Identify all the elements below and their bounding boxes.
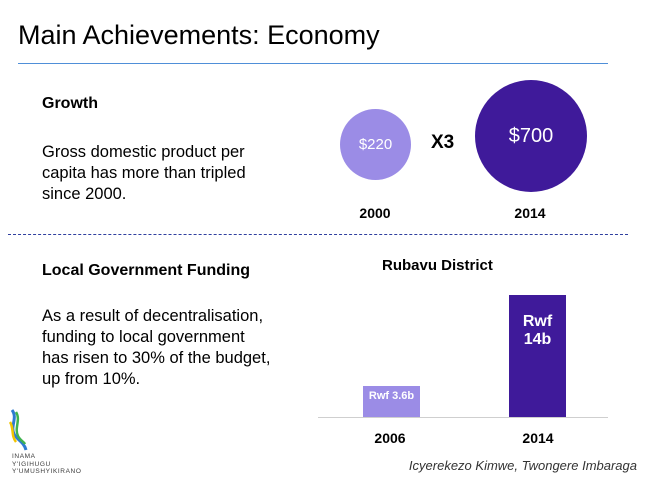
footer-tagline: Icyerekezo Kimwe, Twongere Imbaraga	[408, 458, 637, 473]
logo-text: INAMA Y'IGIHUGU Y'UMUSHYIKIRANO	[12, 453, 81, 476]
logo-line: Y'IGIHUGU	[12, 460, 51, 468]
chart-title: Rubavu District	[382, 257, 493, 274]
bar-2006: Rwf 3.6b	[363, 385, 420, 417]
funding-description: As a result of decentralisation, funding…	[42, 306, 270, 390]
gdp-2000-circle: $220	[340, 109, 411, 180]
funding-heading: Local Government Funding	[42, 262, 251, 279]
growth-line: capita has more than tripled	[42, 164, 246, 182]
growth-heading: Growth	[42, 95, 98, 112]
multiplier-label: X3	[431, 132, 455, 153]
bar-label-2014: Rwf 14b	[522, 313, 553, 348]
x-tick-2006: 2006	[374, 430, 406, 446]
title-underline	[18, 63, 608, 64]
year-2014-label: 2014	[514, 205, 546, 221]
funding-line: up from 10%.	[42, 370, 141, 388]
funding-line: has risen to 30% of the budget,	[42, 349, 271, 367]
logo-line: INAMA	[12, 453, 36, 460]
logo-swirl-icon	[8, 409, 28, 451]
growth-line: Gross domestic product per	[42, 143, 245, 161]
gdp-2000-value: $220	[358, 136, 393, 153]
x-tick-2014: 2014	[522, 430, 554, 446]
year-2000-label: 2000	[359, 205, 391, 221]
logo-mark	[8, 408, 30, 452]
bar-2014: Rwf 14b	[509, 295, 566, 417]
section-divider	[8, 234, 628, 235]
growth-description: Gross domestic product per capita has mo…	[42, 142, 246, 205]
funding-line: funding to local government	[42, 328, 245, 346]
gdp-2014-value: $700	[508, 125, 554, 147]
chart-baseline	[318, 417, 608, 418]
bar-chart: Rwf 3.6b Rwf 14b	[318, 0, 618, 487]
bar-label-2006: Rwf 3.6b	[368, 389, 415, 402]
gdp-2014-circle: $700	[475, 80, 587, 192]
funding-line: As a result of decentralisation,	[42, 307, 264, 325]
growth-line: since 2000.	[42, 185, 127, 203]
logo-line: Y'UMUSHYIKIRANO	[12, 468, 82, 475]
page-title: Main Achievements: Economy	[18, 20, 380, 50]
